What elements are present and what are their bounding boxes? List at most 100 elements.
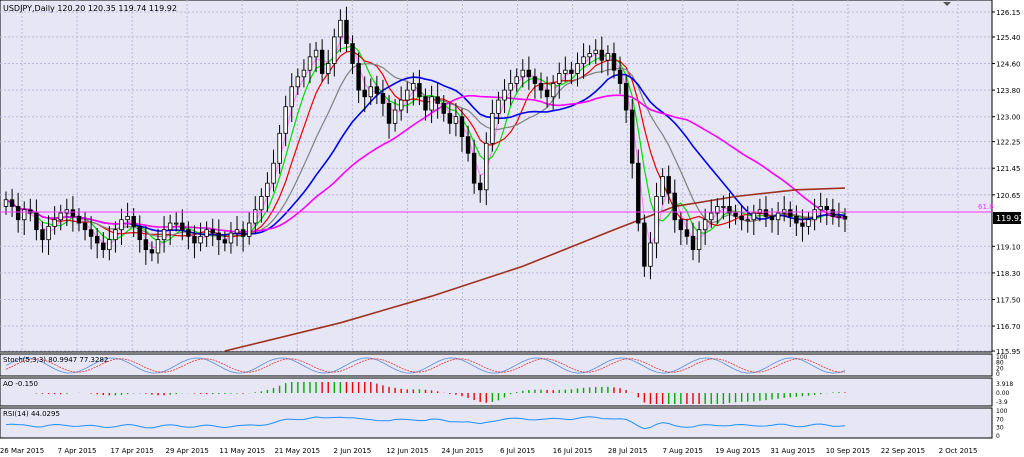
candle — [149, 241, 155, 262]
candle — [636, 149, 641, 232]
candle — [34, 199, 39, 241]
candle — [690, 222, 696, 261]
candle-body — [155, 239, 161, 254]
stoch-series — [5, 357, 846, 374]
candle — [745, 206, 750, 233]
candle — [411, 72, 416, 106]
ao-tick-label: -3.9 — [996, 399, 1008, 406]
time-axis-label: 12 Jun 2015 — [386, 447, 428, 455]
candle-body — [769, 215, 775, 221]
stoch-tick-label: 80 — [996, 360, 1004, 367]
candle — [836, 202, 842, 228]
candle-body — [246, 222, 252, 237]
candle — [417, 69, 422, 106]
candle-body — [441, 102, 446, 114]
time-axis-label: 2 Jun 2015 — [334, 447, 372, 455]
candle-body — [386, 102, 392, 124]
candle-body — [119, 219, 124, 231]
candle-body — [690, 235, 696, 251]
stoch-tick-label: 100 — [996, 354, 1008, 361]
candle — [794, 205, 799, 237]
candlestick-series[interactable] — [3, 6, 848, 280]
candle — [721, 195, 726, 220]
candle — [733, 204, 738, 225]
candle — [101, 232, 106, 258]
candle-body — [818, 206, 823, 211]
ao-panel-background — [0, 377, 993, 407]
candle — [210, 218, 215, 246]
time-axis-label: 31 Aug 2015 — [770, 447, 815, 455]
candle — [593, 39, 598, 65]
candle — [94, 228, 100, 259]
time-axis-label: 24 Jun 2015 — [441, 447, 483, 455]
candle-body — [216, 232, 222, 241]
candle — [538, 72, 544, 99]
candle — [696, 221, 702, 263]
candle-body — [228, 232, 234, 244]
stoch-tick-label: 0 — [996, 371, 1000, 378]
candle-body — [496, 99, 501, 114]
candle-body — [569, 69, 574, 74]
candle-body — [775, 212, 781, 221]
candle-body — [520, 69, 525, 78]
candle — [629, 99, 635, 179]
candle — [216, 219, 222, 255]
candle-body — [429, 96, 434, 111]
ma-brown-line — [224, 187, 846, 352]
candle — [478, 174, 483, 203]
candle — [326, 49, 331, 85]
candle-body — [198, 235, 203, 244]
main-grid — [0, 0, 992, 352]
candle — [313, 41, 319, 73]
candle-body — [210, 229, 215, 234]
candle — [246, 212, 252, 245]
chart-shift-marker-icon[interactable] — [943, 2, 951, 6]
candle-body — [471, 152, 477, 184]
candle-body — [368, 86, 373, 98]
time-axis-label: 21 May 2015 — [274, 447, 320, 455]
candle — [800, 209, 805, 242]
candle-body — [52, 219, 57, 227]
candle — [611, 42, 617, 79]
candle — [107, 226, 112, 261]
rsi-tick-label: 70 — [996, 416, 1004, 423]
candle — [58, 204, 63, 231]
time-axis-label: 19 Aug 2015 — [715, 447, 760, 455]
price-tick-label: 123.00 — [996, 114, 1021, 122]
rsi-tick-label: 0 — [996, 433, 1000, 440]
candle-body — [465, 136, 471, 154]
candle-body — [684, 229, 690, 237]
candle-body — [532, 76, 538, 84]
candle — [113, 221, 118, 253]
candle — [599, 36, 605, 74]
candle — [350, 35, 355, 75]
candle — [362, 76, 367, 113]
rsi-series — [5, 416, 846, 430]
candle-body — [757, 209, 763, 214]
price-tick-label: 124.60 — [996, 61, 1021, 69]
candle-body — [240, 229, 246, 237]
candle — [338, 9, 343, 53]
candle-body — [617, 69, 623, 84]
candle-body — [392, 109, 398, 124]
candle-body — [830, 209, 836, 217]
candle — [137, 215, 142, 253]
candle — [739, 205, 744, 231]
candle-body — [739, 215, 744, 221]
candle-body — [836, 215, 842, 218]
time-axis-label: 7 Aug 2015 — [663, 447, 703, 455]
candle-body — [636, 162, 641, 224]
candle-body — [544, 89, 550, 98]
candle-body — [125, 215, 130, 221]
candle — [174, 212, 179, 232]
time-axis-label: 17 Apr 2015 — [110, 447, 153, 455]
price-tick-label: 118.30 — [996, 270, 1021, 278]
time-axis-label: 2 Oct 2015 — [939, 447, 978, 455]
candle-body — [356, 63, 361, 91]
candle — [295, 68, 301, 96]
candle — [186, 221, 191, 250]
candle-body — [557, 73, 562, 84]
candle — [751, 204, 757, 236]
candle-body — [338, 19, 343, 38]
